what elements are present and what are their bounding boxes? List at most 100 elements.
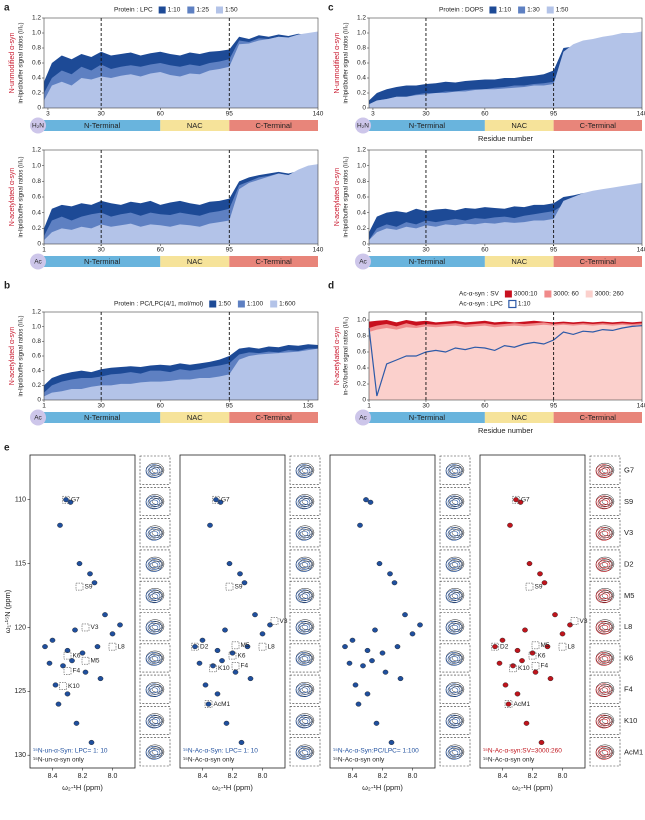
terminus-badge [30,409,46,426]
legend-swatch [508,299,517,309]
y-tick-label: 1.2 [357,15,366,22]
inset-contour [601,686,613,693]
domain-bar [553,120,642,131]
legend-swatch [489,6,497,14]
peak-box [531,662,540,670]
domain-bar [160,256,230,267]
inset-contour [149,562,159,568]
inset-box [139,737,171,767]
inset-contour [301,623,313,630]
domain-bar [44,412,161,423]
peak-label: G7 [221,496,230,503]
peak-label: D2 [200,643,209,650]
inset-contour [147,716,161,727]
x-tick-label: 8.4 [198,773,208,780]
peak [537,571,543,577]
inset-contour [299,750,309,756]
peak [376,561,383,567]
x-tick-label: 8.4 [48,773,58,780]
terminus-badge [30,117,46,134]
x-tick-label: 140 [637,247,645,254]
inset-contour [449,656,459,662]
series-area [44,164,318,244]
x-tick-label: 95 [550,111,558,118]
inset-contour [301,466,313,474]
peak-label: S9 [235,583,243,590]
peak [519,658,525,664]
peak-box [62,495,70,504]
peak [42,644,48,650]
inset-contour [601,748,613,756]
inset-box [289,486,321,516]
peak [82,669,89,675]
inset-contour [149,750,159,756]
legend-label: 1:10 [498,7,511,14]
peak [69,658,75,664]
caption-reference: ¹⁵N-Ac-α-syn only [483,757,535,764]
x-tick-label: 8.4 [498,773,508,780]
y-tick-label: 120 [14,624,26,631]
peak [247,676,254,682]
peak [60,663,66,669]
inset-residue-label: V3 [624,528,633,537]
peak [513,497,519,503]
domain-bar [369,256,485,267]
peak [394,644,401,650]
peak [367,499,374,505]
peak [355,701,362,707]
peak [547,676,554,682]
peak [202,682,209,688]
peak-label: M5 [241,642,250,649]
x-tick-label: 60 [481,247,489,254]
inset-box [439,643,471,673]
domain-label: C-Terminal [256,121,293,130]
y-tick-label: 1.0 [357,162,366,169]
peak [379,650,386,656]
inset-contour [447,748,461,758]
inset-box [139,455,171,485]
peak [237,571,243,577]
peak [64,691,71,697]
y-tick-label: 1.0 [357,30,366,37]
legend-label: 1:600 [279,301,296,308]
domain-label: N-Terminal [84,413,121,422]
inset-box [589,455,621,485]
inset-contour [299,687,309,694]
inset-box [589,580,621,610]
inset-box [289,612,321,642]
inset-contour [299,499,309,506]
domain-label: NAC [511,413,527,422]
peak-label: K10 [218,665,230,672]
inset-contour [599,718,609,725]
inset-contour [599,530,609,537]
y-axis-label: ω₁-¹⁵N (ppm) [3,589,12,633]
inset-contour [147,497,161,508]
peak [567,622,573,628]
inset-box [589,674,621,704]
peak-label: G7 [521,496,530,503]
peak [72,627,78,633]
inset-contour [599,624,609,631]
inset-contour [597,654,611,664]
peak [97,676,104,682]
inset-box [589,737,621,767]
peak [223,720,230,726]
inset-residue-label: G7 [624,466,634,475]
peak [210,663,216,669]
inset-box [589,486,621,516]
domain-bar [369,412,485,423]
peak-label: L8 [568,643,576,650]
peak [219,658,225,664]
x-tick-label: 60 [481,111,489,118]
peak-box [531,641,540,650]
panel-letter: a [4,3,10,14]
y-tick-label: 0 [37,105,41,112]
x-axis-label: ω₂-¹H (ppm) [62,783,103,792]
inset-contour [299,468,309,474]
peak [94,644,101,650]
inset-contour [599,656,609,662]
legend-label: 3000:10 [514,291,538,298]
y-tick-label: 0.8 [357,178,366,185]
peak [505,701,512,707]
domain-label: NAC [187,413,203,422]
